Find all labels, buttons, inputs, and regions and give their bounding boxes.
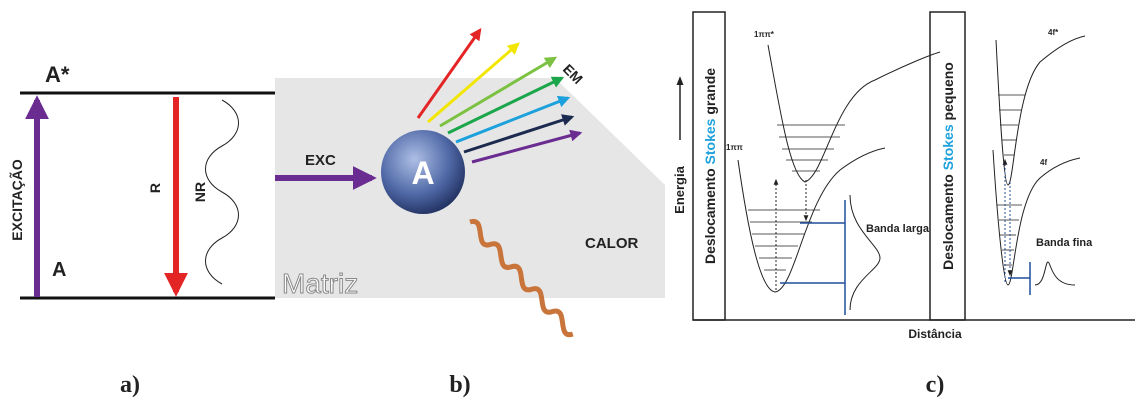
broad-band-frame (780, 200, 845, 315)
title-word: Deslocamento (702, 168, 718, 264)
right-title: Deslocamento Stokes pequeno (940, 62, 956, 270)
upper-state: A* (45, 62, 70, 87)
narrow-band (1035, 262, 1075, 285)
nonradiative-wave (206, 100, 239, 284)
panel-c: Energia Distância Deslocamento Stokes gr… (672, 12, 1135, 398)
broad-band (850, 195, 880, 310)
vibrational-levels-right (997, 95, 1025, 265)
ion-label: A (411, 155, 434, 191)
radiative-label: R (147, 183, 163, 193)
em-label: EM (560, 61, 586, 87)
caption-a: a) (120, 372, 140, 398)
lower-state-right: 4f (1040, 158, 1047, 167)
upper-state-left: 1ππ* (754, 30, 775, 39)
title-word: pequeno (940, 62, 956, 120)
nonradiative-label: NR (192, 182, 208, 202)
left-title: Deslocamento Stokes grande (702, 68, 718, 264)
energy-label: Energia (672, 165, 687, 213)
narrow-band-frame (1008, 262, 1030, 295)
narrow-band-label: Banda fina (1036, 237, 1093, 249)
heat-label: CALOR (585, 235, 638, 252)
broad-band-label: Banda larga (866, 223, 930, 235)
excitation-label: EXCITAÇÃO (8, 159, 25, 241)
caption-b: b) (449, 372, 470, 398)
lower-state-left: 1ππ (726, 143, 743, 152)
vibrational-levels (748, 125, 845, 270)
distance-label: Distância (908, 327, 962, 341)
matrix-area (275, 78, 665, 298)
upper-state-right: 4f* (1048, 28, 1059, 37)
caption-c: c) (926, 372, 945, 398)
title-word: Stokes (702, 118, 718, 164)
title-word: Stokes (940, 124, 956, 170)
figure: A* A EXCITAÇÃO R NR a) EXC A EM CALOR Ma… (0, 0, 1142, 401)
matrix-label: Matriz (282, 268, 358, 299)
lower-state: A (52, 259, 66, 281)
upper-well (768, 45, 940, 182)
lower-well (738, 148, 885, 292)
panel-a: A* A EXCITAÇÃO R NR a) (8, 62, 275, 398)
exc-label: EXC (305, 152, 336, 169)
title-word: grande (702, 68, 718, 115)
title-word: Deslocamento (940, 174, 956, 270)
panel-b: EXC A EM CALOR Matriz b) (275, 30, 665, 398)
